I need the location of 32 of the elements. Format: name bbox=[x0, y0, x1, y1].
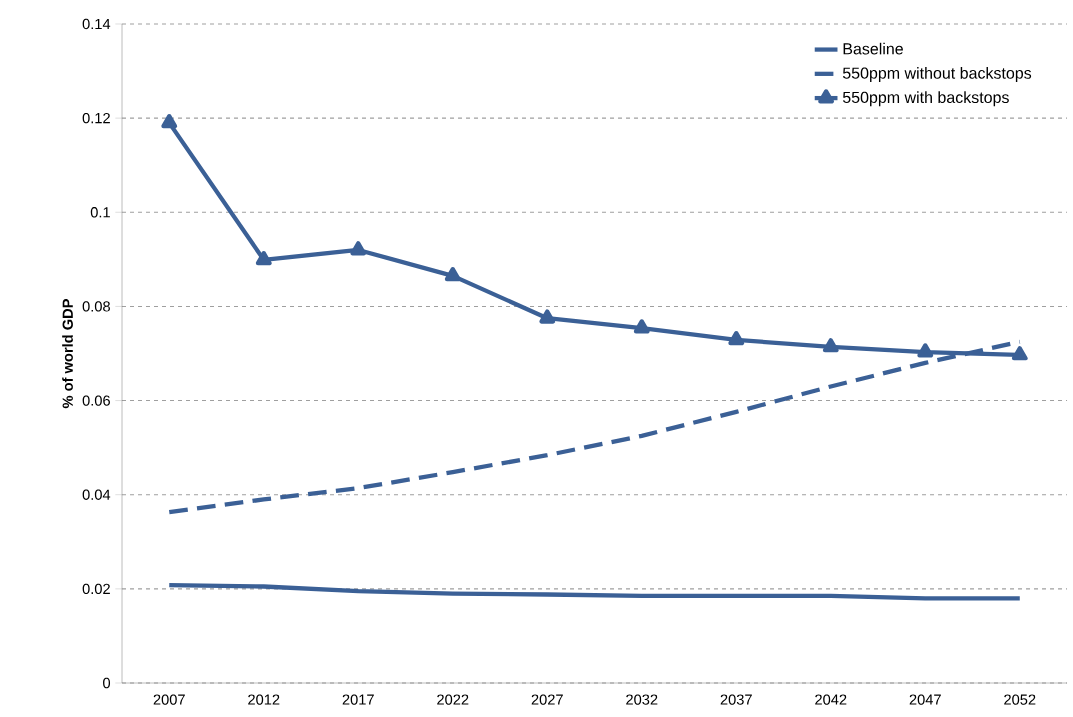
x-tick-label: 2042 bbox=[815, 694, 847, 705]
y-tick-label: 0.08 bbox=[82, 301, 110, 312]
y-tick-label: 0.04 bbox=[82, 489, 111, 500]
y-tick-label: 0.1 bbox=[90, 207, 110, 218]
x-tick-label: 2037 bbox=[720, 694, 752, 705]
point bbox=[1011, 346, 1028, 361]
x-tick-label: 2012 bbox=[248, 694, 280, 705]
x-tick-label: 2027 bbox=[531, 694, 563, 705]
legend-label: Baseline bbox=[843, 42, 903, 55]
point bbox=[539, 309, 556, 324]
point bbox=[161, 114, 178, 129]
x-tick-label: 2007 bbox=[153, 694, 185, 705]
point bbox=[255, 251, 272, 266]
y-tick-label: 0.02 bbox=[82, 583, 110, 595]
y-tick-label: 0.06 bbox=[82, 395, 110, 406]
legend-label: 550ppm with backstops bbox=[842, 91, 1009, 107]
x-tick-label: 2022 bbox=[437, 694, 469, 705]
point bbox=[633, 319, 650, 334]
y-tick-label: 0 bbox=[103, 677, 111, 689]
y-axis-title: % of world GDP bbox=[62, 298, 73, 409]
x-tick-label: 2052 bbox=[1004, 694, 1036, 705]
point bbox=[917, 343, 934, 358]
legend-label: 550ppm without backstops bbox=[842, 67, 1032, 82]
point bbox=[728, 331, 745, 346]
x-tick-label: 2017 bbox=[342, 694, 374, 705]
x-tick-label: 2032 bbox=[626, 694, 658, 705]
point bbox=[444, 267, 461, 282]
y-tick-label: 0.14 bbox=[82, 18, 111, 30]
y-tick-label: 0.12 bbox=[82, 112, 110, 124]
point bbox=[822, 338, 839, 353]
point bbox=[350, 241, 367, 256]
x-tick-label: 2047 bbox=[909, 694, 941, 705]
